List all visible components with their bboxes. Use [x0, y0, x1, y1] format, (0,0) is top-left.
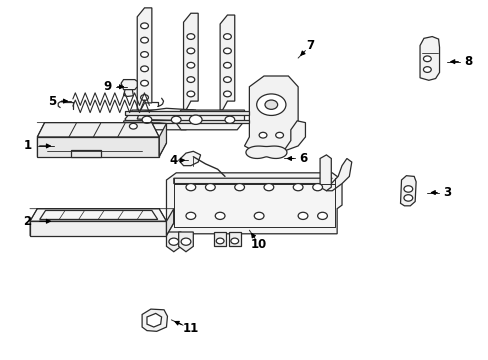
Circle shape	[264, 100, 277, 109]
Circle shape	[403, 186, 412, 192]
Polygon shape	[245, 146, 286, 158]
Circle shape	[317, 212, 327, 220]
Circle shape	[205, 184, 215, 191]
Polygon shape	[178, 232, 193, 252]
Circle shape	[298, 212, 307, 220]
Circle shape	[223, 77, 231, 82]
Circle shape	[141, 66, 148, 72]
Polygon shape	[166, 232, 181, 252]
Circle shape	[259, 132, 266, 138]
Circle shape	[223, 62, 231, 68]
Circle shape	[189, 115, 202, 125]
Polygon shape	[228, 232, 240, 246]
Circle shape	[168, 238, 178, 245]
Circle shape	[141, 51, 148, 57]
Text: 5: 5	[48, 95, 56, 108]
Text: 7: 7	[305, 39, 314, 52]
Circle shape	[141, 95, 148, 100]
Polygon shape	[142, 309, 167, 331]
Text: 3: 3	[442, 186, 450, 199]
Circle shape	[181, 238, 190, 245]
Circle shape	[215, 212, 224, 220]
Polygon shape	[166, 173, 341, 234]
Circle shape	[185, 184, 195, 191]
Polygon shape	[214, 232, 225, 246]
Polygon shape	[125, 111, 249, 116]
Circle shape	[230, 238, 238, 244]
Polygon shape	[137, 8, 152, 112]
Polygon shape	[183, 13, 198, 110]
Circle shape	[264, 184, 273, 191]
Polygon shape	[125, 120, 249, 123]
Circle shape	[142, 116, 152, 123]
Circle shape	[141, 37, 148, 43]
Text: 11: 11	[183, 322, 199, 335]
Text: 9: 9	[103, 80, 112, 93]
Polygon shape	[123, 90, 133, 96]
Circle shape	[129, 123, 137, 129]
Polygon shape	[125, 110, 193, 130]
Polygon shape	[178, 151, 200, 166]
Circle shape	[254, 212, 264, 220]
Circle shape	[216, 238, 224, 244]
Circle shape	[223, 48, 231, 54]
Circle shape	[293, 184, 303, 191]
Circle shape	[171, 116, 181, 123]
Circle shape	[141, 23, 148, 29]
Polygon shape	[320, 155, 330, 191]
Polygon shape	[147, 314, 161, 327]
Text: 10: 10	[250, 238, 267, 251]
Circle shape	[186, 48, 194, 54]
Circle shape	[224, 116, 234, 123]
Polygon shape	[71, 149, 101, 157]
Polygon shape	[419, 37, 439, 80]
Circle shape	[234, 184, 244, 191]
Polygon shape	[244, 76, 298, 151]
Circle shape	[186, 34, 194, 40]
Circle shape	[141, 80, 148, 86]
Polygon shape	[220, 15, 234, 110]
Polygon shape	[122, 121, 144, 132]
Circle shape	[256, 94, 285, 116]
Circle shape	[186, 62, 194, 68]
Text: 1: 1	[23, 139, 32, 152]
Text: 4: 4	[169, 154, 178, 167]
Text: 8: 8	[464, 55, 472, 68]
Polygon shape	[30, 209, 166, 221]
Text: 6: 6	[298, 152, 306, 165]
Polygon shape	[326, 158, 351, 191]
Circle shape	[403, 195, 412, 201]
Circle shape	[185, 212, 195, 220]
Circle shape	[186, 77, 194, 82]
Text: 2: 2	[23, 215, 32, 228]
Circle shape	[423, 67, 430, 72]
Polygon shape	[400, 176, 415, 206]
Circle shape	[223, 34, 231, 40]
Circle shape	[312, 184, 322, 191]
Circle shape	[223, 91, 231, 97]
Polygon shape	[121, 80, 137, 90]
Polygon shape	[37, 137, 159, 157]
Polygon shape	[37, 123, 159, 137]
Polygon shape	[159, 123, 166, 157]
Circle shape	[275, 132, 283, 138]
Polygon shape	[173, 110, 244, 130]
Polygon shape	[173, 178, 331, 184]
Polygon shape	[137, 108, 195, 121]
Polygon shape	[283, 121, 305, 151]
Polygon shape	[30, 221, 166, 235]
Polygon shape	[166, 209, 173, 235]
Circle shape	[423, 56, 430, 62]
Circle shape	[186, 91, 194, 97]
